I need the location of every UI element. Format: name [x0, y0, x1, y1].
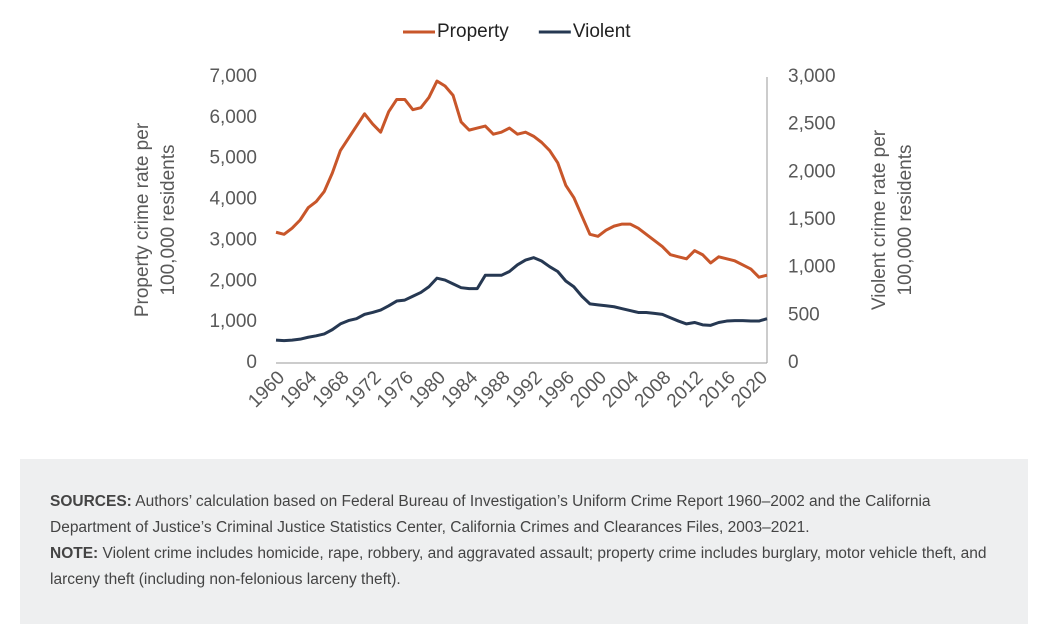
x-tick-label: 1976: [373, 367, 418, 412]
x-tick-label: 2004: [598, 367, 643, 412]
x-tick-label: 2012: [663, 367, 708, 412]
x-tick-label: 1964: [277, 367, 322, 412]
y-tick-label: 1,000: [209, 311, 257, 332]
y-tick-label: 5,000: [209, 148, 257, 169]
y2-tick-label: 500: [788, 304, 820, 325]
y-tick-label: 2,000: [209, 270, 257, 291]
series-line: [275, 256, 768, 343]
y2-axis-title: Violent crime rate per: [869, 129, 890, 310]
x-tick-label: 2000: [566, 367, 611, 412]
legend-label: Violent: [573, 21, 631, 42]
x-tick-label: 1972: [341, 367, 386, 412]
x-tick-label: 1992: [502, 367, 547, 412]
note-text: Violent crime includes homicide, rape, r…: [50, 545, 987, 588]
sources-label: SOURCES:: [50, 493, 132, 510]
x-tick-label: 1968: [309, 367, 354, 412]
note-label: NOTE:: [50, 545, 99, 562]
legend-label: Property: [437, 21, 509, 42]
x-tick-label: 1960: [244, 367, 289, 412]
y-tick-label: 7,000: [209, 66, 257, 87]
y2-tick-label: 2,500: [788, 114, 836, 135]
sources-text: Authors’ calculation based on Federal Bu…: [50, 493, 931, 536]
note: NOTE: Violent crime includes homicide, r…: [50, 541, 998, 593]
chart: 0 1,000 2,000 3,000 4,000 5,000 6,000 7,000 0 500…: [132, 21, 916, 412]
y2-tick-label: 2,000: [788, 161, 836, 182]
y-axis-title: 100,000 residents: [158, 144, 179, 295]
x-tick-label: 1996: [534, 367, 579, 412]
y2-tick-label: 1,000: [788, 257, 836, 278]
y2-tick-label: 1,500: [788, 209, 836, 230]
x-tick-label: 2008: [631, 367, 676, 412]
y2-axis-title: 100,000 residents: [895, 144, 916, 295]
x-tick-label: 1988: [470, 367, 515, 412]
y-axis-title: Property crime rate per: [132, 122, 153, 317]
x-tick-label: 2020: [727, 367, 772, 412]
x-tick-label: 1980: [405, 367, 450, 412]
y-tick-label: 3,000: [209, 229, 257, 250]
series-line: [275, 79, 768, 279]
y2-tick-label: 0: [788, 352, 799, 373]
y-tick-label: 0: [246, 352, 257, 373]
sources: SOURCES: Authors’ calculation based on F…: [50, 489, 998, 541]
note-box: SOURCES: Authors’ calculation based on F…: [20, 459, 1028, 624]
x-tick-label: 2016: [695, 367, 740, 412]
y-tick-label: 6,000: [209, 107, 257, 128]
y2-tick-label: 3,000: [788, 66, 836, 87]
y-tick-label: 4,000: [209, 189, 257, 210]
x-tick-label: 1984: [438, 367, 483, 412]
